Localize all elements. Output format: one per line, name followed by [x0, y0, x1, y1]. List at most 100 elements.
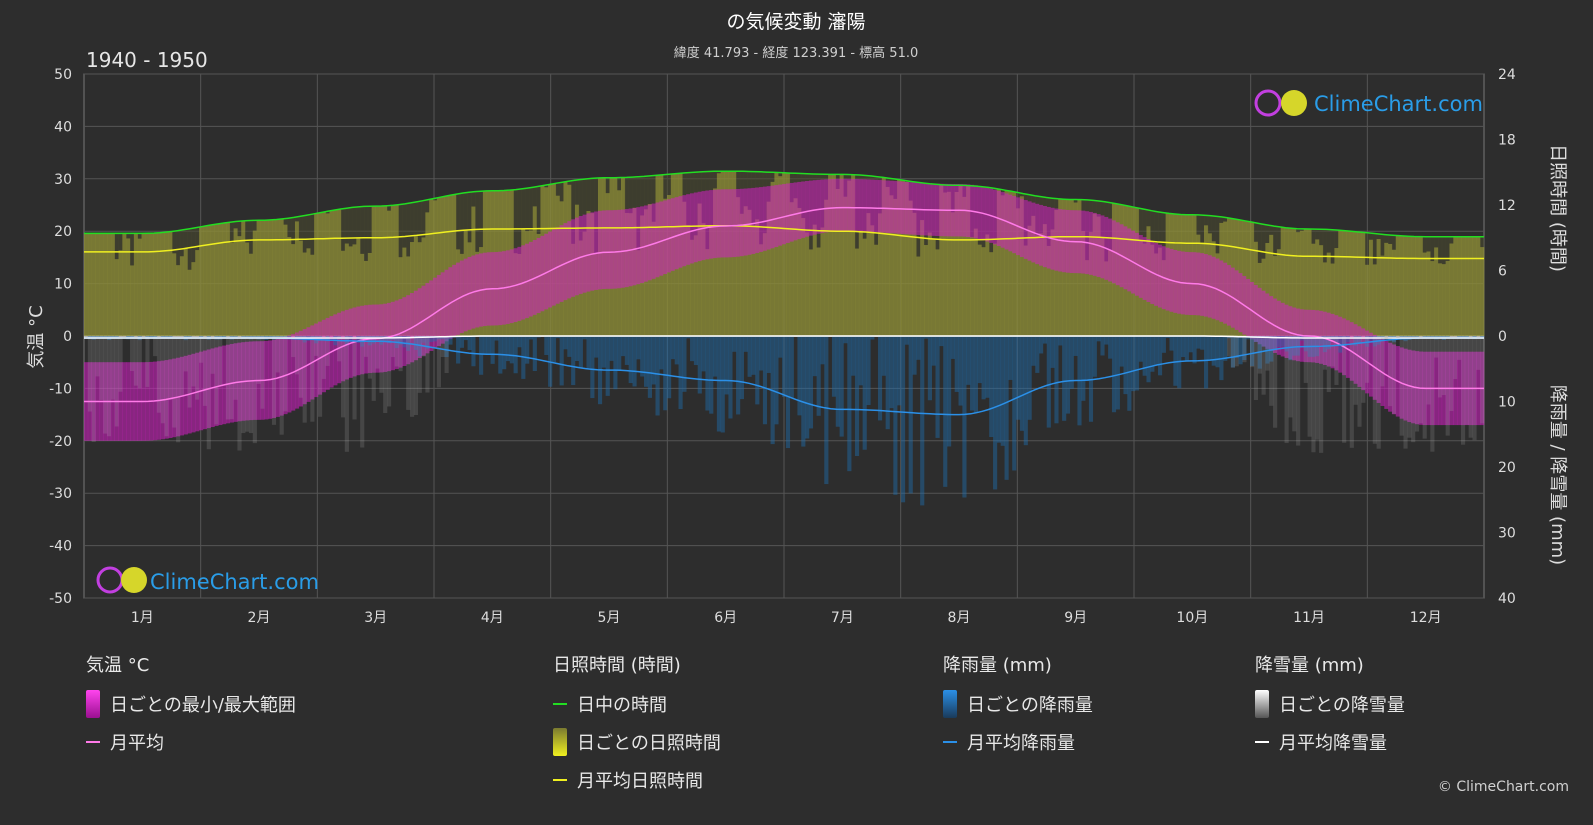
- sunshine-bar: [329, 210, 334, 336]
- sunshine-bar: [1027, 225, 1032, 336]
- y-right-top-axis-title: 日照時間 (時間): [1547, 144, 1568, 272]
- rain-bar: [1445, 336, 1450, 339]
- sunshine-bar: [1023, 245, 1028, 336]
- sunshine-bar: [736, 197, 741, 336]
- snow-bar: [279, 336, 284, 435]
- snow-bar: [1315, 336, 1320, 440]
- sunshine-bar: [1269, 234, 1274, 336]
- month-tick-label: 7月: [831, 610, 854, 626]
- temp-range-bar: [536, 237, 541, 314]
- rain-bar: [705, 336, 710, 411]
- rain-bar: [590, 336, 595, 399]
- rain-swatch: [943, 690, 957, 718]
- sunshine-bar: [306, 248, 311, 336]
- sunshine-bar: [1388, 243, 1393, 336]
- sunshine-bar: [1353, 231, 1358, 336]
- temp-range-bar: [624, 209, 629, 288]
- snow-bar: [1253, 336, 1258, 400]
- snow-bar: [1388, 336, 1393, 407]
- snow-bar: [1407, 336, 1412, 438]
- temp-range-bar: [759, 187, 764, 252]
- sunshine-bar: [1476, 236, 1481, 336]
- sunshine-bar: [839, 174, 844, 336]
- logo-ring-icon: [1254, 89, 1282, 117]
- y-left-tick-label: -20: [49, 434, 72, 450]
- snow-bar: [1292, 336, 1297, 432]
- snow-bar: [1322, 336, 1328, 370]
- rain-bar: [743, 336, 748, 352]
- snow-bar: [340, 336, 346, 418]
- rain-bar: [283, 336, 288, 338]
- sunshine-bar: [1434, 247, 1439, 336]
- y-left-tick-label: 30: [54, 172, 72, 188]
- sunshine-bar: [1000, 195, 1005, 336]
- rain-bar: [916, 336, 921, 360]
- sunshine-bar: [1004, 190, 1009, 336]
- rain-bar: [900, 336, 906, 503]
- rain-bar: [130, 336, 135, 339]
- rain-bar: [1326, 336, 1331, 350]
- rain-bar: [835, 336, 840, 427]
- snow-bar: [317, 336, 323, 417]
- rain-bar: [356, 336, 361, 343]
- month-tick-label: 9月: [1064, 610, 1087, 626]
- rain-bar: [578, 336, 583, 369]
- rain-bar: [402, 336, 407, 348]
- temp-range-bar: [889, 180, 894, 234]
- temp-range-bar: [900, 181, 906, 234]
- snow-bar: [275, 336, 280, 373]
- y-left-tick-label: -40: [49, 539, 72, 555]
- sunshine-mean-swatch: [553, 779, 567, 781]
- sunshine-bar: [743, 206, 748, 336]
- rain-bar: [686, 336, 691, 339]
- sunshine-bar: [1019, 196, 1025, 336]
- sunshine-bar: [237, 236, 242, 336]
- sunshine-bar: [1372, 264, 1377, 336]
- sunshine-bar: [1046, 245, 1051, 336]
- snow-bar: [440, 336, 445, 357]
- rain-bar: [525, 336, 530, 364]
- temp-range-bar: [851, 178, 856, 232]
- rain-bar: [866, 336, 871, 405]
- temp-range-bar: [705, 190, 710, 260]
- y-left-tick-label: 40: [54, 119, 72, 135]
- sunshine-bar: [1081, 231, 1086, 336]
- rain-bar: [1365, 336, 1370, 347]
- rain-bar: [720, 336, 725, 433]
- snow-bar: [87, 336, 92, 412]
- snow-bar: [1430, 336, 1435, 452]
- snow-bar: [1422, 336, 1427, 439]
- sunshine-bar: [99, 233, 104, 336]
- sunshine-bar: [931, 239, 936, 336]
- sunshine-bar: [1246, 221, 1251, 336]
- sunshine-bar: [229, 242, 234, 336]
- snow-bar: [413, 336, 418, 416]
- temp-range-bar: [597, 210, 603, 290]
- temp-range-bar: [843, 178, 848, 232]
- sunshine-bar: [939, 184, 944, 336]
- sunshine-bar: [651, 221, 656, 336]
- rain-bar: [1127, 336, 1132, 411]
- rain-bar: [1223, 336, 1228, 361]
- sunshine-swatch: [553, 728, 567, 756]
- rain-bar: [1192, 336, 1197, 364]
- sunshine-bar: [103, 233, 108, 336]
- sunshine-bar: [436, 197, 442, 336]
- rain-bar: [1031, 336, 1036, 366]
- rain-bar: [555, 336, 560, 339]
- rain-bar: [1250, 336, 1255, 366]
- rain-bar: [1457, 336, 1462, 338]
- legend-snow-daily-label: 日ごとの降雪量: [1279, 695, 1405, 716]
- sunshine-bar: [367, 252, 372, 336]
- sunshine-bar: [283, 224, 288, 336]
- sunshine-bar: [962, 196, 967, 336]
- sunshine-bar: [91, 233, 96, 336]
- sunshine-bar: [947, 191, 952, 336]
- y-left-axis-title: 気温 °C: [26, 305, 47, 368]
- rain-bar: [762, 336, 768, 425]
- legend: 気温 °C 日ごとの最小/最大範囲 月平均 日照時間 (時間) 日中の時間 日ご…: [0, 655, 1593, 825]
- snow-bar: [1372, 336, 1377, 444]
- sunshine-bar: [344, 243, 349, 336]
- rain-bar: [713, 336, 718, 377]
- temp-range-bar: [874, 179, 879, 233]
